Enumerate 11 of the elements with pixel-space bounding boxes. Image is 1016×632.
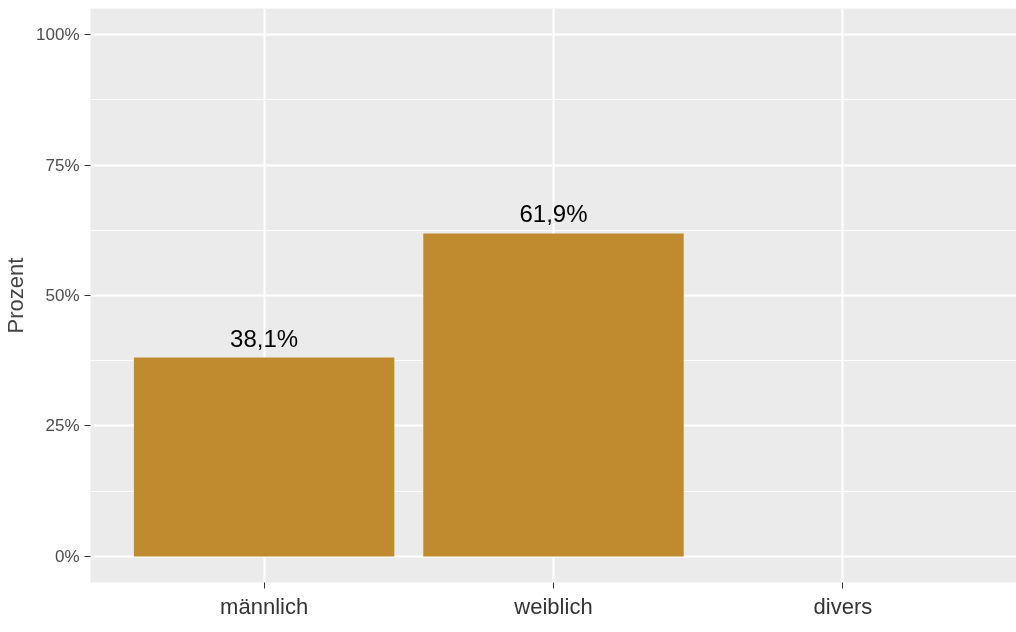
x-tick-label: weiblich: [513, 593, 593, 619]
x-tick-label: divers: [813, 593, 873, 619]
y-axis-title: Prozent: [3, 257, 29, 334]
x-tick-label: männlich: [220, 593, 309, 619]
y-tick-label: 50%: [45, 286, 80, 305]
y-tick-label: 75%: [45, 155, 80, 175]
y-tick-label: 0%: [54, 546, 80, 566]
y-tick-label: 25%: [45, 416, 80, 436]
data-label: 38,1%: [230, 324, 299, 352]
data-label: 61,9%: [519, 200, 588, 228]
y-tick-label: 100%: [36, 25, 80, 45]
